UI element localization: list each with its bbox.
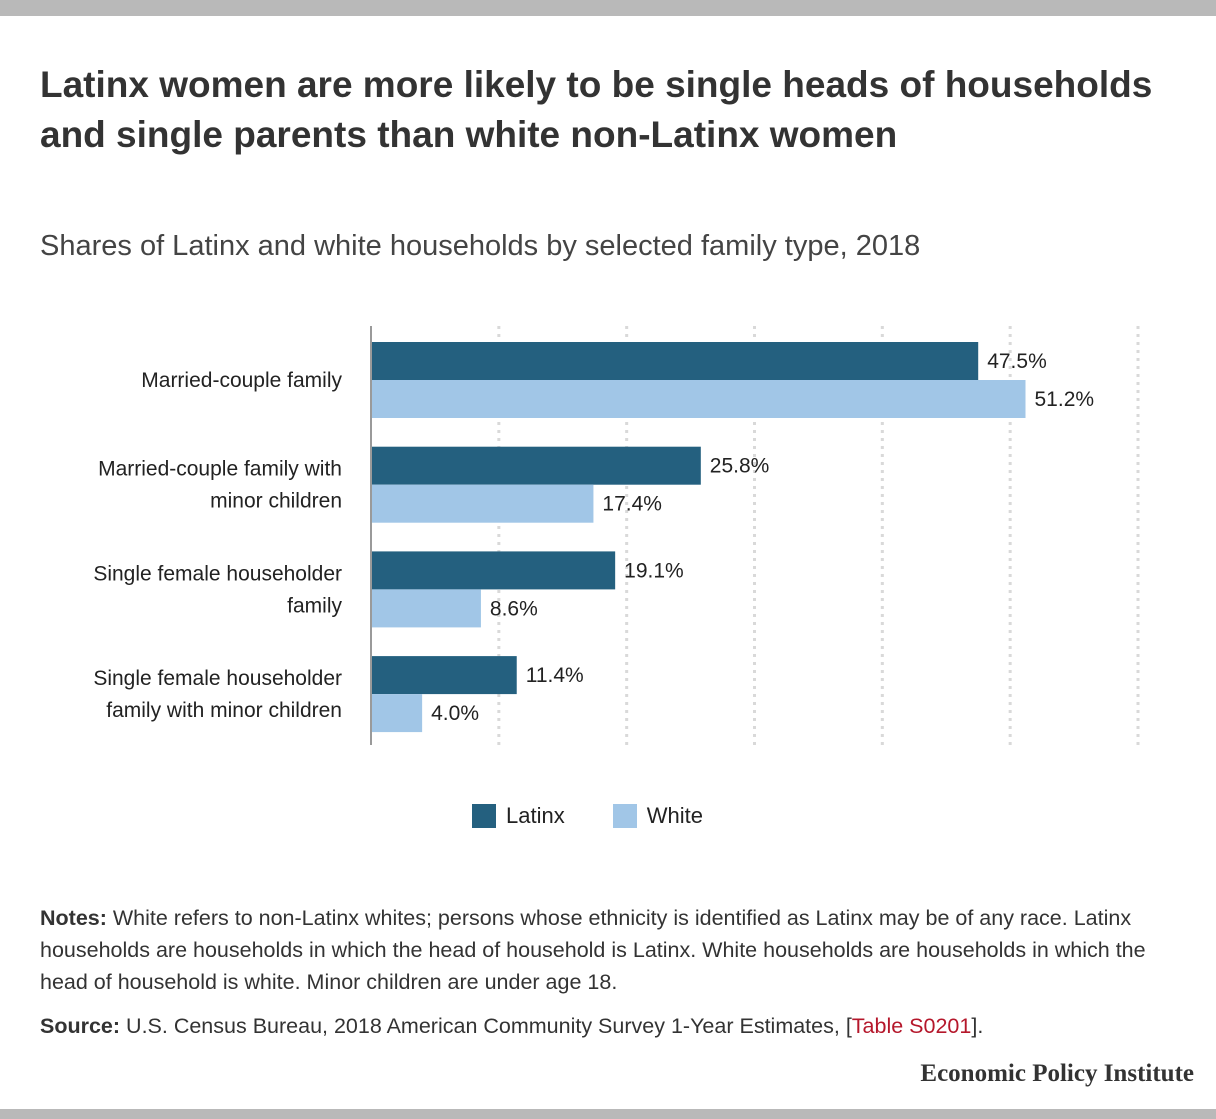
- source-table-link[interactable]: Table S0201: [851, 1014, 972, 1038]
- chart-title: Latinx women are more likely to be singl…: [40, 64, 1153, 155]
- bar-latinx: [371, 342, 979, 380]
- data-label: 11.4%: [526, 664, 584, 687]
- bottom-border: [0, 1109, 1216, 1119]
- bar-white: [371, 694, 423, 733]
- category-label: Married-couple family with: [98, 458, 342, 481]
- bar-latinx: [371, 656, 517, 695]
- legend-swatch-latinx: [472, 804, 496, 828]
- chart-notes: Notes: White refers to non-Latinx whites…: [40, 902, 1180, 998]
- legend-swatch-white: [612, 804, 637, 828]
- legend-label-white: White: [646, 803, 703, 828]
- chart-subtitle: Shares of Latinx and white households by…: [40, 230, 921, 262]
- source-end: ].: [971, 1014, 984, 1038]
- category-label: minor children: [210, 490, 342, 513]
- category-label: Married-couple family: [141, 369, 342, 392]
- legend-item-white: White: [612, 803, 703, 829]
- notes-text: White refers to non-Latinx whites; perso…: [40, 906, 1146, 994]
- category-label: Single female householder: [93, 562, 342, 585]
- bar-white: [371, 484, 594, 523]
- bar-chart: 47.5% 51.2% Married-couple family 25.8% 17.4…: [93, 326, 1140, 745]
- bar-latinx: [371, 446, 701, 485]
- data-label: 51.2%: [1035, 388, 1095, 411]
- data-label: 25.8%: [710, 455, 770, 478]
- category-label: family with minor children: [106, 699, 342, 722]
- notes-lead: Notes:: [40, 906, 107, 930]
- data-label: 4.0%: [431, 702, 479, 725]
- data-label: 17.4%: [602, 493, 662, 516]
- bar-white: [371, 589, 481, 628]
- category-label: family: [287, 594, 342, 617]
- legend-item-latinx: Latinx: [472, 803, 565, 829]
- bar-white: [371, 380, 1026, 418]
- category-label: Single female householder: [93, 667, 342, 690]
- source-lead: Source:: [40, 1014, 121, 1038]
- chart-source: Source: U.S. Census Bureau, 2018 America…: [40, 1010, 1180, 1042]
- top-border: [0, 0, 1216, 16]
- chart-legend: Latinx White: [472, 800, 751, 832]
- legend-label-latinx: Latinx: [506, 803, 565, 828]
- bar-latinx: [371, 551, 616, 590]
- data-label: 47.5%: [987, 350, 1047, 373]
- data-label: 8.6%: [490, 597, 538, 620]
- source-text: U.S. Census Bureau, 2018 American Commun…: [120, 1014, 852, 1038]
- publisher-logo: Economic Policy Institute: [920, 1060, 1194, 1087]
- data-label: 19.1%: [624, 559, 684, 582]
